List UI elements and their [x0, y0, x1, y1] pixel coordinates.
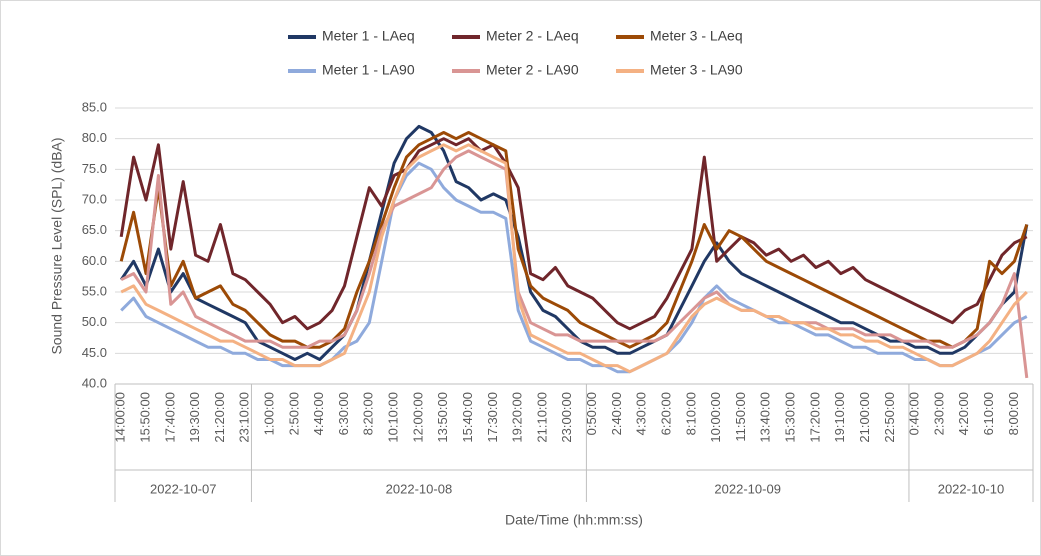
y-tick-label: 80.0	[82, 130, 107, 145]
series-line	[119, 137, 1028, 331]
y-tick-label: 45.0	[82, 345, 107, 360]
x-tick-label: 21:10:00	[534, 392, 549, 443]
x-tick-label: 17:20:00	[807, 392, 822, 443]
x-tick-label: 2:50:00	[286, 392, 301, 435]
y-tick-label: 50.0	[82, 314, 107, 329]
x-group-label: 2022-10-07	[150, 481, 217, 496]
x-group-label: 2022-10-08	[386, 481, 453, 496]
x-tick-label: 2:30:00	[931, 392, 946, 435]
series-line	[120, 143, 1028, 374]
series-line	[120, 149, 1029, 379]
x-tick-label: 14:00:00	[113, 392, 128, 443]
legend-label: Meter 3 - LA90	[650, 62, 743, 78]
x-tick-label: 21:20:00	[212, 392, 227, 443]
y-tick-label: 60.0	[82, 253, 107, 268]
x-tick-label: 15:40:00	[460, 392, 475, 443]
x-tick-label: 8:10:00	[683, 392, 698, 435]
x-tick-label: 2:40:00	[609, 392, 624, 435]
x-tick-label: 19:10:00	[832, 392, 847, 443]
x-tick-label: 0:50:00	[584, 392, 599, 435]
x-tick-label: 23:10:00	[237, 392, 252, 443]
x-tick-label: 11:50:00	[733, 392, 748, 442]
x-tick-label: 13:50:00	[435, 392, 450, 443]
x-axis-title: Date/Time (hh:mm:ss)	[505, 512, 643, 528]
x-tick-label: 15:30:00	[783, 392, 798, 443]
x-tick-label: 1:00:00	[262, 392, 277, 435]
x-tick-label: 22:50:00	[882, 392, 897, 443]
x-group-label: 2022-10-09	[714, 481, 781, 496]
y-tick-label: 85.0	[82, 99, 107, 114]
x-tick-label: 0:40:00	[907, 392, 922, 435]
x-tick-label: 8:00:00	[1006, 392, 1021, 435]
y-axis-title: Sound Pressure Level (SPL) (dBA)	[49, 137, 65, 354]
x-tick-label: 12:00:00	[410, 392, 425, 443]
x-tick-label: 19:30:00	[187, 392, 202, 443]
x-tick-label: 4:20:00	[956, 392, 971, 435]
x-tick-label: 6:20:00	[658, 392, 673, 435]
x-tick-label: 4:30:00	[634, 392, 649, 435]
y-tick-label: 75.0	[82, 161, 107, 176]
x-tick-label: 17:40:00	[162, 392, 177, 443]
x-tick-label: 17:30:00	[485, 392, 500, 443]
x-tick-label: 6:10:00	[981, 392, 996, 435]
x-tick-label: 15:50:00	[137, 392, 152, 443]
y-tick-label: 65.0	[82, 222, 107, 237]
x-tick-label: 6:30:00	[336, 392, 351, 435]
legend-label: Meter 2 - LA90	[486, 62, 579, 78]
y-tick-label: 55.0	[82, 283, 107, 298]
x-group-label: 2022-10-10	[938, 481, 1005, 496]
legend-label: Meter 1 - LA90	[322, 62, 415, 78]
legend-label: Meter 1 - LAeq	[322, 28, 415, 44]
series-line	[119, 131, 1029, 349]
x-tick-label: 13:40:00	[758, 392, 773, 443]
legend-label: Meter 2 - LAeq	[486, 28, 579, 44]
x-tick-label: 10:00:00	[708, 392, 723, 443]
y-tick-label: 40.0	[82, 375, 107, 390]
x-tick-label: 8:20:00	[361, 392, 376, 435]
x-tick-label: 4:40:00	[311, 392, 326, 435]
x-tick-label: 23:00:00	[559, 392, 574, 443]
x-tick-label: 21:00:00	[857, 392, 872, 443]
y-tick-label: 70.0	[82, 191, 107, 206]
x-tick-label: 19:20:00	[510, 392, 525, 443]
x-tick-label: 10:10:00	[386, 392, 401, 443]
legend-label: Meter 3 - LAeq	[650, 28, 743, 44]
